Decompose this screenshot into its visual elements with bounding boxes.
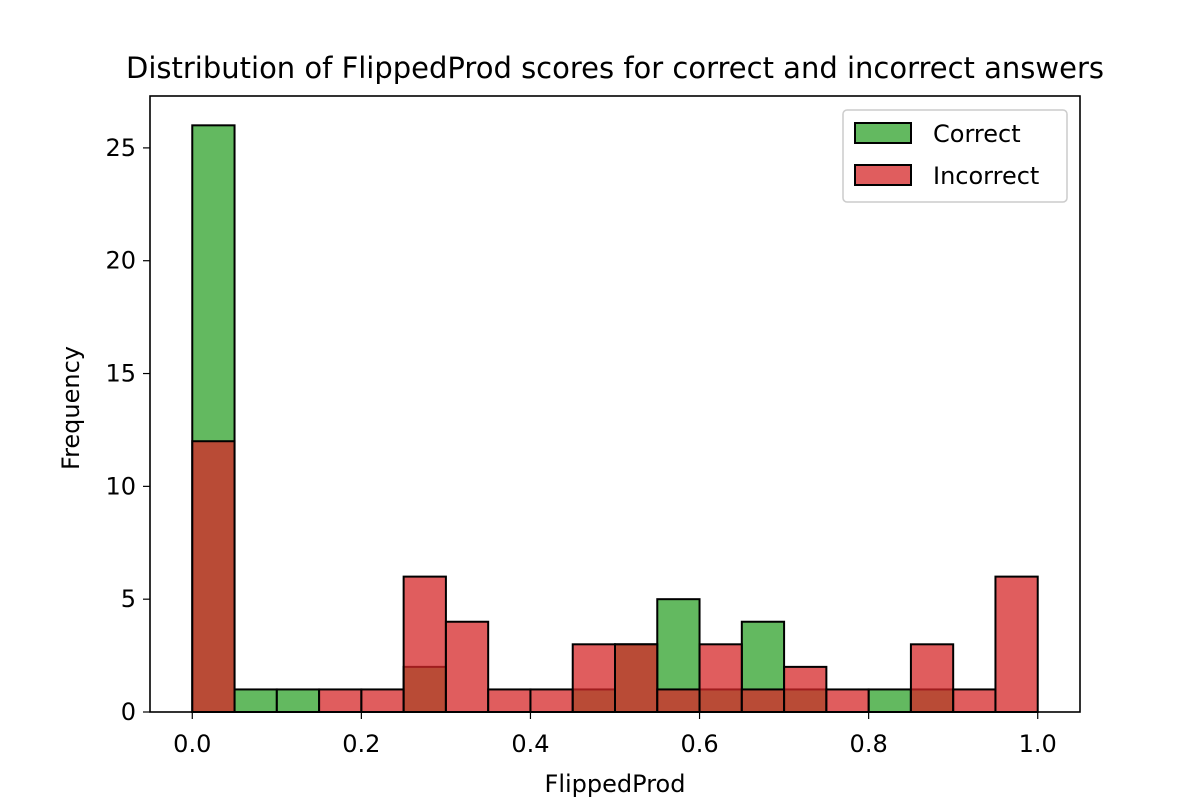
- bar-incorrect: [783, 665, 828, 713]
- bar-incorrect: [656, 688, 701, 714]
- bar-incorrect: [444, 620, 490, 713]
- bar-incorrect: [952, 688, 997, 714]
- plot-area: [191, 124, 1039, 714]
- bar-incorrect: [994, 575, 1039, 713]
- bar-correct: [867, 688, 912, 714]
- bar-correct: [275, 688, 321, 714]
- x-tick-label: 0.0: [173, 730, 211, 758]
- bar-incorrect: [571, 643, 617, 713]
- y-tick-label: 25: [105, 134, 136, 162]
- legend: Correct Incorrect: [842, 109, 1068, 203]
- legend-label-correct: Correct: [933, 120, 1021, 148]
- bar-incorrect: [487, 688, 532, 714]
- x-tick-label: 0.8: [850, 730, 888, 758]
- x-axis-label: FlippedProd: [545, 770, 686, 798]
- bar-incorrect: [740, 688, 786, 714]
- y-tick-label: 0: [121, 698, 136, 726]
- x-tick-label: 0.2: [342, 730, 380, 758]
- bar-incorrect: [318, 688, 363, 714]
- x-tick-label: 1.0: [1019, 730, 1057, 758]
- series-correct: [191, 124, 955, 714]
- y-tick-label: 15: [105, 360, 136, 388]
- chart-title: Distribution of FlippedProd scores for c…: [126, 51, 1104, 85]
- bar-incorrect: [614, 643, 659, 713]
- y-axis-label: Frequency: [57, 346, 85, 470]
- legend-swatch-correct: [854, 122, 912, 144]
- y-axis: 0 5 10 15 20 25: [105, 134, 150, 726]
- bar-incorrect: [698, 643, 743, 713]
- series-incorrect: [191, 440, 1039, 714]
- x-tick-label: 0.4: [511, 730, 549, 758]
- legend-swatch-incorrect: [854, 164, 912, 186]
- bar-correct: [233, 688, 278, 714]
- bar-incorrect: [360, 688, 405, 714]
- bar-incorrect: [191, 440, 236, 713]
- x-tick-label: 0.6: [680, 730, 718, 758]
- y-tick-label: 10: [105, 472, 136, 500]
- y-tick-label: 20: [105, 247, 136, 275]
- y-tick-label: 5: [121, 585, 136, 613]
- bar-incorrect: [909, 643, 955, 713]
- legend-label-incorrect: Incorrect: [933, 162, 1039, 190]
- x-axis: 0.0 0.2 0.4 0.6 0.8 1.0: [173, 712, 1057, 758]
- bar-incorrect: [402, 575, 447, 713]
- bar-incorrect: [825, 688, 870, 714]
- bar-incorrect: [529, 688, 574, 714]
- axes-frame: [149, 95, 1081, 713]
